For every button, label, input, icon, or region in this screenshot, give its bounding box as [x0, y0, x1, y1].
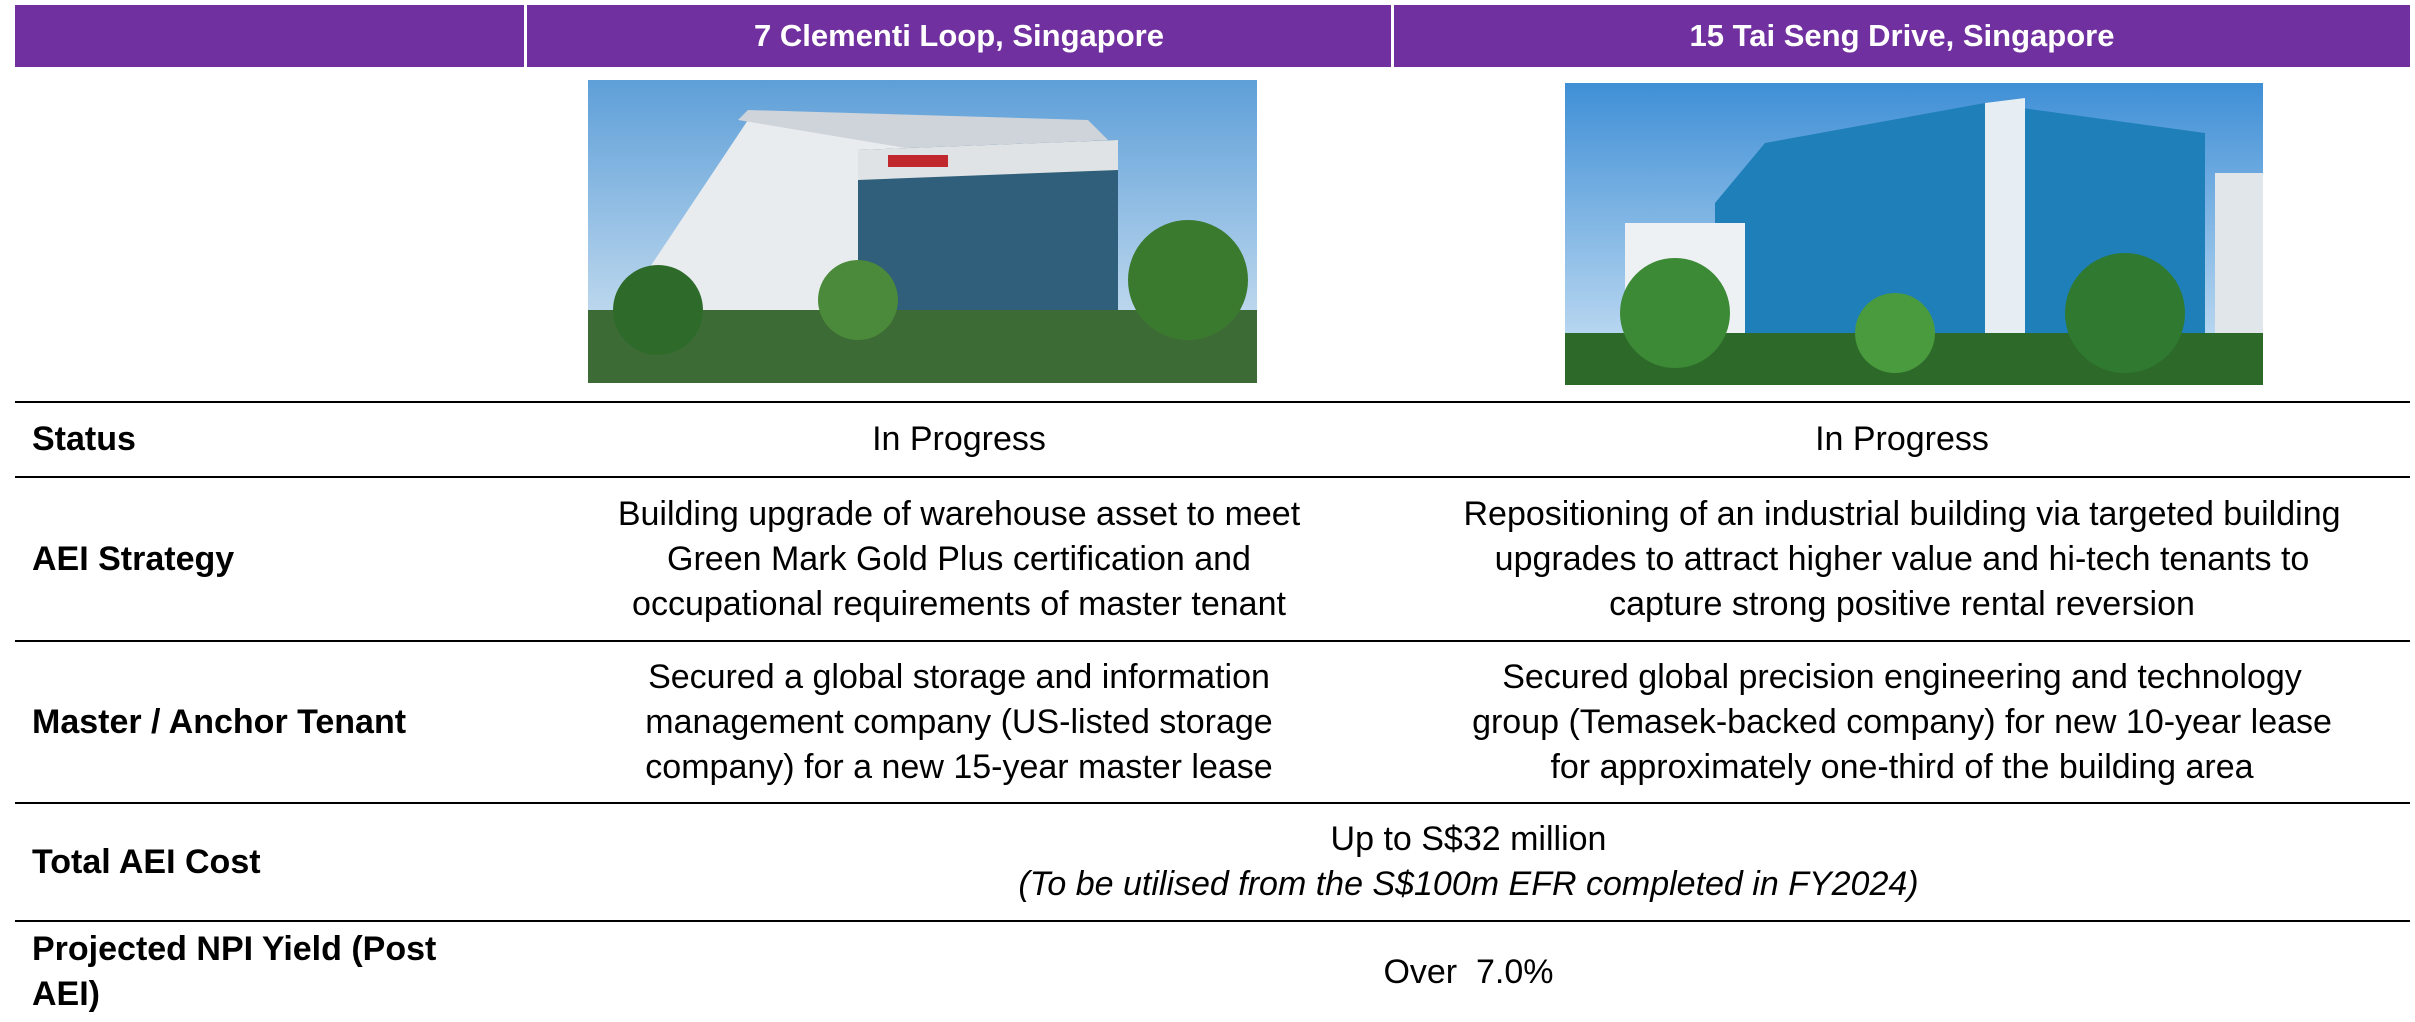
- cell-text: capture strong positive rental reversion: [1609, 582, 2195, 627]
- column-header: 15 Tai Seng Drive, Singapore: [1394, 5, 2410, 67]
- cell: Repositioning of an industrial building …: [1394, 478, 2410, 640]
- building-photo: [588, 80, 1257, 383]
- cell-text: Building upgrade of warehouse asset to m…: [618, 492, 1300, 537]
- cell: Secured global precision engineering and…: [1394, 642, 2410, 802]
- cell-text: In Progress: [1815, 417, 1989, 462]
- row-label: Total AEI Cost: [32, 804, 261, 920]
- cell-text: Repositioning of an industrial building …: [1463, 492, 2340, 537]
- cell: Building upgrade of warehouse asset to m…: [527, 478, 1391, 640]
- cell-text: In Progress: [872, 417, 1046, 462]
- cell-text: company) for a new 15-year master lease: [645, 745, 1272, 790]
- cell: In Progress: [527, 403, 1391, 476]
- cell-text: Over 7.0%: [1383, 950, 1553, 995]
- page: 7 Clementi Loop, Singapore 15 Tai Seng D…: [0, 0, 2415, 1022]
- cell-text: Secured a global storage and information: [648, 655, 1270, 700]
- column-header: 7 Clementi Loop, Singapore: [527, 5, 1391, 67]
- cell-text: group (Temasek-backed company) for new 1…: [1472, 700, 2332, 745]
- cell-text: Up to S$32 million: [1331, 817, 1607, 862]
- row-label: Status: [32, 403, 136, 476]
- header-blank: [15, 5, 524, 67]
- cell-text: management company (US-listed storage: [645, 700, 1272, 745]
- row-label: Projected NPI Yield (Post AEI): [32, 922, 452, 1022]
- building-photo: [1565, 83, 2263, 385]
- cell: In Progress: [1394, 403, 2410, 476]
- row-label: Master / Anchor Tenant: [32, 642, 406, 802]
- cell: Secured a global storage and information…: [527, 642, 1391, 802]
- merged-cell: Up to S$32 million(To be utilised from t…: [527, 804, 2410, 920]
- cell-note: (To be utilised from the S$100m EFR comp…: [1018, 862, 1918, 907]
- cell-text: upgrades to attract higher value and hi-…: [1495, 537, 2310, 582]
- row-label: AEI Strategy: [32, 478, 234, 640]
- cell-text: occupational requirements of master tena…: [632, 582, 1286, 627]
- cell-text: Secured global precision engineering and…: [1502, 655, 2302, 700]
- merged-cell: Over 7.0%: [527, 922, 2410, 1022]
- cell-text: for approximately one-third of the build…: [1550, 745, 2253, 790]
- cell-text: Green Mark Gold Plus certification and: [667, 537, 1251, 582]
